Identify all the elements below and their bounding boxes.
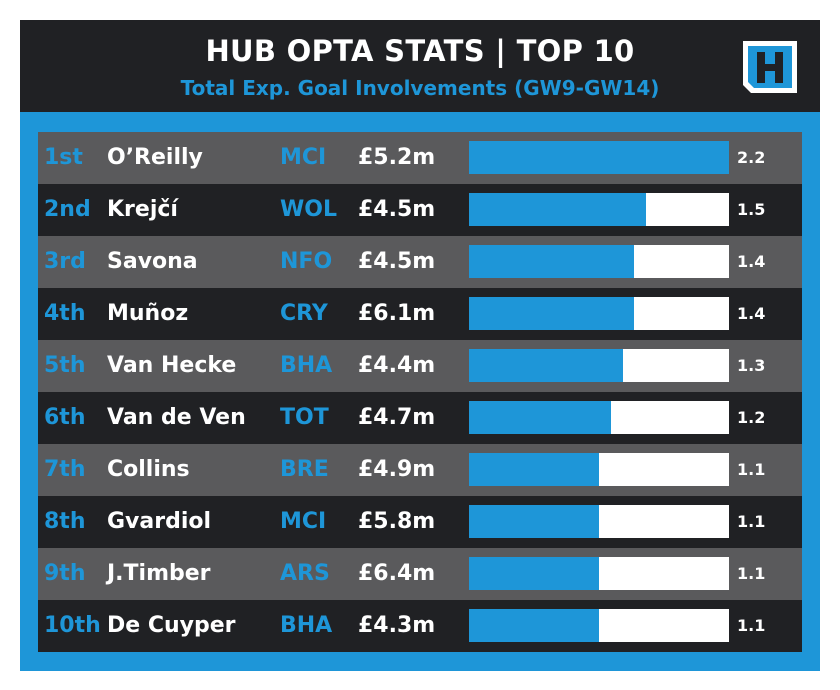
team-code: BHA	[280, 613, 333, 638]
rank-label: 8th	[44, 509, 86, 534]
player-price: £4.5m	[358, 249, 436, 274]
bar	[469, 193, 646, 226]
player-name: Van Hecke	[107, 353, 237, 378]
data-label: 1.2	[737, 408, 766, 427]
bar	[469, 401, 611, 434]
player-name: Krejčí	[107, 197, 178, 222]
player-name: Collins	[107, 457, 190, 482]
bar	[469, 557, 599, 590]
player-price: £4.9m	[358, 457, 436, 482]
data-label: 1.1	[737, 460, 766, 479]
player-name: De Cuyper	[107, 613, 236, 638]
rank-label: 9th	[44, 561, 86, 586]
player-price: £6.1m	[358, 301, 436, 326]
player-price: £4.7m	[358, 405, 436, 430]
data-label: 1.5	[737, 200, 766, 219]
header: HUB OPTA STATS | TOP 10 Total Exp. Goal …	[20, 20, 820, 112]
table-row: 10th De Cuyper BHA £4.3m 1.1	[38, 600, 802, 652]
player-price: £5.8m	[358, 509, 436, 534]
rank-label: 4th	[44, 301, 86, 326]
player-name: Muñoz	[107, 301, 189, 326]
data-label: 1.1	[737, 564, 766, 583]
player-price: £4.3m	[358, 613, 436, 638]
table-row: 6th Van de Ven TOT £4.7m 1.2	[38, 392, 802, 444]
bar	[469, 453, 599, 486]
player-name: O’Reilly	[107, 145, 203, 170]
rank-label: 5th	[44, 353, 86, 378]
player-name: Savona	[107, 249, 198, 274]
table-row: 1st O’Reilly MCI £5.2m 2.2	[38, 132, 802, 184]
player-name: J.Timber	[107, 561, 211, 586]
bar	[469, 349, 623, 382]
player-price: £4.4m	[358, 353, 436, 378]
bar-track	[469, 557, 729, 590]
team-code: MCI	[280, 509, 327, 534]
bar-track	[469, 505, 729, 538]
rank-label: 6th	[44, 405, 86, 430]
table-row: 2nd Krejčí WOL £4.5m 1.5	[38, 184, 802, 236]
table-row: 4th Muñoz CRY £6.1m 1.4	[38, 288, 802, 340]
data-label: 1.1	[737, 616, 766, 635]
bar-track	[469, 141, 729, 174]
bar-track	[469, 609, 729, 642]
bar-track	[469, 401, 729, 434]
team-code: BRE	[280, 457, 329, 482]
player-price: £5.2m	[358, 145, 436, 170]
rank-label: 1st	[44, 145, 83, 170]
table-row: 9th J.Timber ARS £6.4m 1.1	[38, 548, 802, 600]
bar	[469, 297, 634, 330]
bar	[469, 141, 729, 174]
player-price: £4.5m	[358, 197, 436, 222]
rank-label: 10th	[44, 613, 101, 638]
bar-track	[469, 297, 729, 330]
team-code: NFO	[280, 249, 333, 274]
team-code: WOL	[280, 197, 337, 222]
hub-logo-icon	[743, 41, 797, 93]
team-code: CRY	[280, 301, 328, 326]
bar	[469, 505, 599, 538]
table-row: 7th Collins BRE £4.9m 1.1	[38, 444, 802, 496]
team-code: ARS	[280, 561, 330, 586]
bar	[469, 245, 634, 278]
team-code: BHA	[280, 353, 333, 378]
page-title: HUB OPTA STATS | TOP 10	[205, 34, 635, 68]
data-label: 2.2	[737, 148, 766, 167]
team-code: TOT	[280, 405, 329, 430]
data-label: 1.4	[737, 304, 766, 323]
player-name: Gvardiol	[107, 509, 212, 534]
data-label: 1.3	[737, 356, 766, 375]
table-row: 8th Gvardiol MCI £5.8m 1.1	[38, 496, 802, 548]
bar-track	[469, 245, 729, 278]
rank-label: 3rd	[44, 249, 86, 274]
data-label: 1.1	[737, 512, 766, 531]
page-subtitle: Total Exp. Goal Involvements (GW9-GW14)	[180, 76, 660, 100]
bar-track	[469, 453, 729, 486]
ranking-table: 1st O’Reilly MCI £5.2m 2.2 2nd Krejčí WOL £4.5m 1…	[38, 132, 802, 652]
player-name: Van de Ven	[107, 405, 246, 430]
bar-track	[469, 193, 729, 226]
table-row: 5th Van Hecke BHA £4.4m 1.3	[38, 340, 802, 392]
data-label: 1.4	[737, 252, 766, 271]
rank-label: 2nd	[44, 197, 91, 222]
graphic-frame: HUB OPTA STATS | TOP 10 Total Exp. Goal …	[20, 20, 820, 671]
rank-label: 7th	[44, 457, 86, 482]
player-price: £6.4m	[358, 561, 436, 586]
bar-track	[469, 349, 729, 382]
team-code: MCI	[280, 145, 327, 170]
bar	[469, 609, 599, 642]
table-row: 3rd Savona NFO £4.5m 1.4	[38, 236, 802, 288]
